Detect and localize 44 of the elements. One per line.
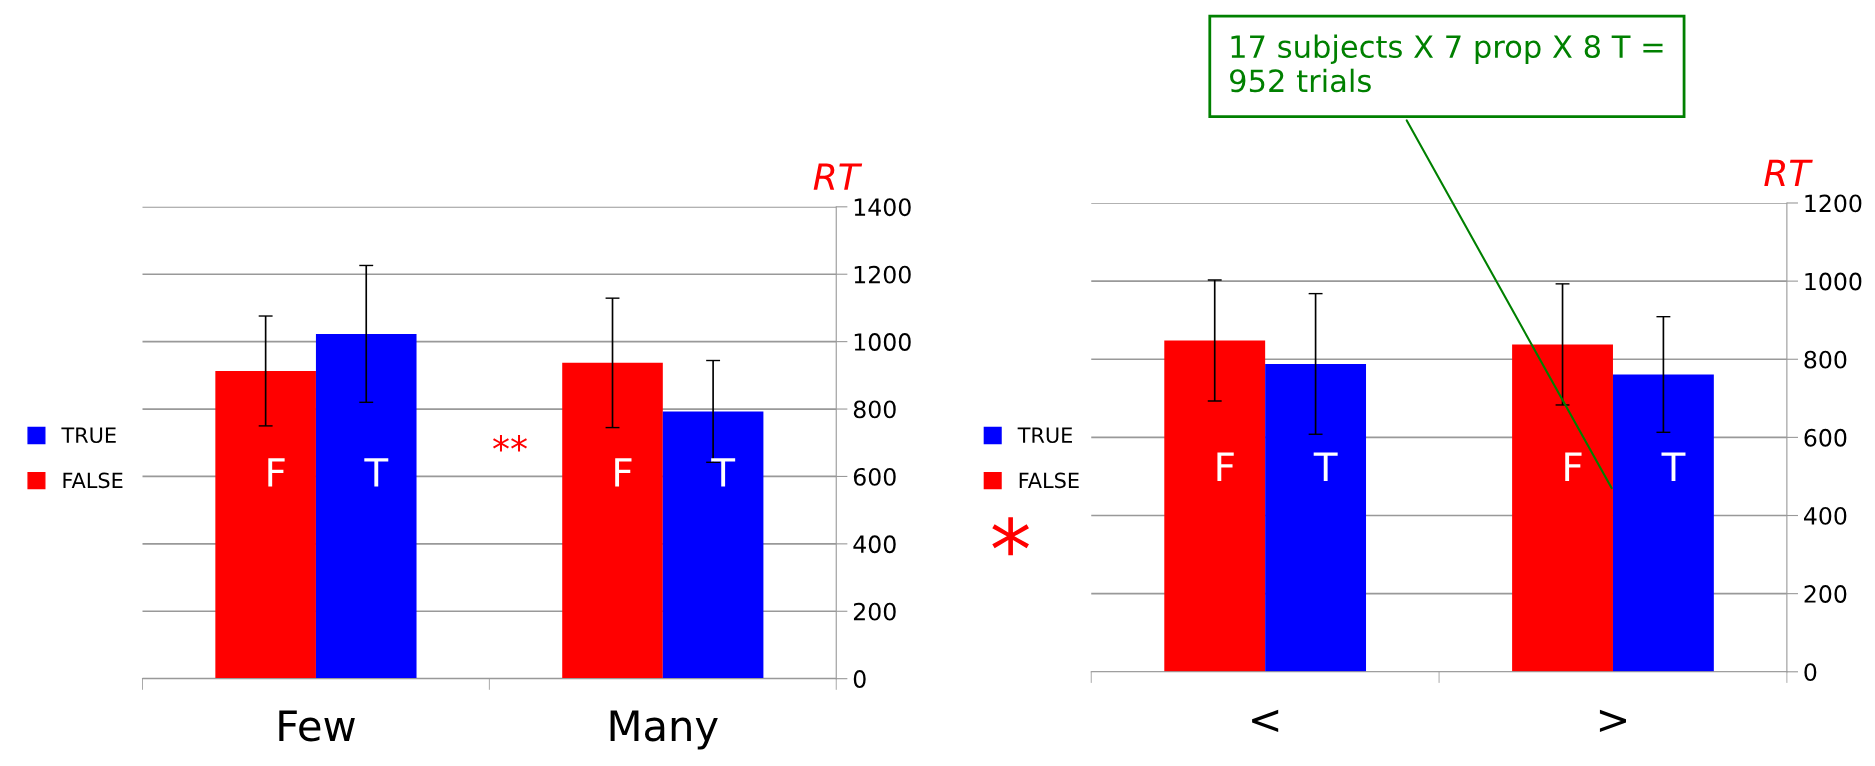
- x-tick-label: Few: [279, 710, 355, 742]
- annotation: 17 subjects X 7 prop X 8 T = 952 trials: [1230, 34, 1663, 93]
- y-tick-label: 0: [1804, 663, 1817, 682]
- y-tick-label: 800: [1804, 350, 1847, 369]
- bar: [1164, 340, 1266, 672]
- x-tick-label: <: [1252, 709, 1279, 733]
- data-label: F: [268, 458, 285, 487]
- y-tick-label: 400: [853, 535, 896, 554]
- data-label: T: [711, 458, 736, 487]
- bar: [1512, 344, 1613, 672]
- y-tick-label: 200: [853, 602, 896, 621]
- text: *: [992, 517, 1029, 556]
- y-tick-label: 400: [1804, 506, 1847, 525]
- bar: [562, 362, 663, 679]
- y-tick-label: 600: [853, 467, 896, 486]
- bar: [215, 370, 316, 679]
- data-label: T: [364, 458, 389, 487]
- bar: [1265, 363, 1367, 672]
- y-tick-label: 200: [1804, 585, 1847, 603]
- y-tick-label: 1000: [854, 333, 911, 351]
- data-label: F: [1565, 452, 1582, 481]
- y-axis-title: RT: [1764, 159, 1813, 187]
- legend-label: TRUE: [61, 427, 116, 444]
- legend-label: FALSE: [1019, 472, 1079, 489]
- y-tick-label: 600: [1804, 428, 1847, 447]
- x-tick-label: Many: [610, 710, 718, 750]
- bar: [662, 411, 764, 679]
- legend-label: TRUE: [1017, 427, 1072, 444]
- y-tick-label: 800: [853, 400, 896, 419]
- bar: [1612, 374, 1714, 672]
- data-label: T: [1313, 452, 1338, 481]
- y-axis-title: RT: [813, 163, 863, 190]
- y-tick-label: 1400: [854, 198, 911, 217]
- data-label: F: [1217, 452, 1234, 481]
- legend-label: FALSE: [63, 472, 123, 489]
- data-label: F: [615, 458, 632, 487]
- annotation: **: [493, 435, 527, 452]
- y-tick-label: 1200: [854, 265, 911, 284]
- y-tick-label: 1000: [1805, 272, 1862, 291]
- bar: [315, 333, 417, 679]
- y-tick-label: 1200: [1805, 194, 1862, 213]
- data-label: T: [1661, 452, 1686, 481]
- y-tick-label: 0: [853, 670, 866, 688]
- x-tick-label: >: [1599, 709, 1627, 733]
